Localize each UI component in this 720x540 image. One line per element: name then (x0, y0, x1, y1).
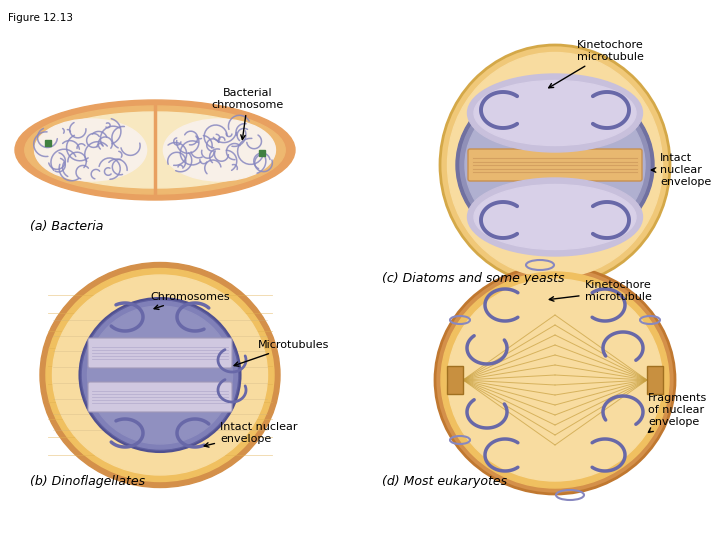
Ellipse shape (465, 87, 645, 242)
Ellipse shape (474, 80, 636, 145)
Ellipse shape (83, 301, 238, 449)
Ellipse shape (53, 275, 268, 475)
Bar (447, 366, 463, 394)
Text: Fragments
of nuclear
envelope: Fragments of nuclear envelope (648, 394, 707, 433)
Text: Intact nuclear
envelope: Intact nuclear envelope (204, 422, 297, 447)
Text: (d) Most eukaryotes: (d) Most eukaryotes (382, 475, 507, 488)
Ellipse shape (35, 112, 275, 188)
Ellipse shape (88, 306, 233, 444)
Text: Kinetochore
microtubule: Kinetochore microtubule (549, 40, 644, 88)
Text: Microtubules: Microtubules (234, 340, 329, 366)
Ellipse shape (79, 298, 240, 452)
Ellipse shape (474, 185, 636, 249)
Text: Intact
nuclear
envelope: Intact nuclear envelope (652, 153, 711, 187)
FancyBboxPatch shape (468, 149, 642, 181)
Ellipse shape (460, 83, 650, 247)
Text: Bacterial
chromosome: Bacterial chromosome (212, 89, 284, 139)
Text: Figure 12.13: Figure 12.13 (8, 13, 73, 23)
Ellipse shape (40, 262, 280, 488)
Ellipse shape (456, 78, 654, 252)
Ellipse shape (435, 266, 675, 494)
FancyBboxPatch shape (88, 382, 232, 412)
Text: Kinetochore
microtubule: Kinetochore microtubule (549, 280, 652, 302)
Text: (a) Bacteria: (a) Bacteria (30, 220, 104, 233)
Ellipse shape (467, 74, 642, 152)
Text: Chromosomes: Chromosomes (150, 292, 230, 309)
Ellipse shape (35, 119, 147, 181)
FancyBboxPatch shape (88, 338, 232, 368)
Text: (c) Diatoms and some yeasts: (c) Diatoms and some yeasts (382, 272, 564, 285)
Ellipse shape (441, 272, 669, 488)
Ellipse shape (163, 119, 275, 181)
Ellipse shape (15, 100, 295, 200)
Ellipse shape (24, 106, 285, 194)
Bar (647, 366, 663, 394)
Ellipse shape (440, 45, 670, 285)
Ellipse shape (448, 52, 662, 278)
Ellipse shape (467, 178, 642, 256)
Ellipse shape (448, 279, 662, 481)
Ellipse shape (46, 268, 274, 482)
Text: (b) Dinoflagellates: (b) Dinoflagellates (30, 475, 145, 488)
